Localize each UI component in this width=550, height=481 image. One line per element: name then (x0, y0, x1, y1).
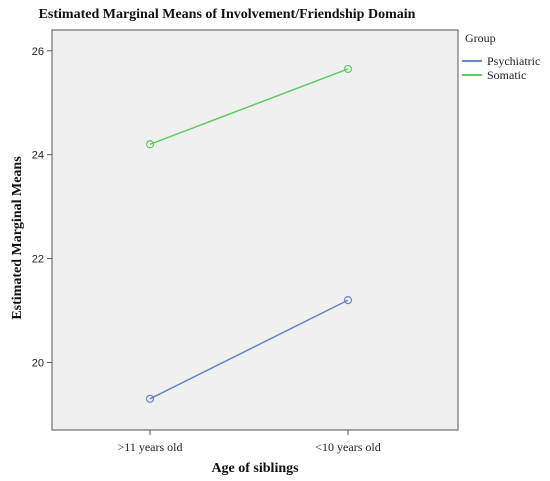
y-tick-label: 22 (32, 254, 44, 266)
data-point (145, 140, 155, 149)
legend-label: Psychiatric (487, 54, 540, 68)
plot-area (51, 29, 459, 431)
y-axis: 20 22 24 26 (32, 46, 52, 369)
x-tick-label: >11 years old (118, 440, 183, 454)
legend-title: Group (465, 31, 496, 45)
x-axis-title: Age of siblings (211, 461, 299, 476)
y-axis-title: Estimated Marginal Means (10, 156, 25, 320)
series-layer (145, 64, 353, 403)
y-tick-label: 20 (32, 357, 44, 369)
x-tick-label: <10 years old (315, 440, 380, 454)
series-line-somatic (149, 68, 349, 145)
series-line-psychiatric (149, 299, 349, 400)
data-point (343, 296, 353, 305)
x-axis: >11 years old <10 years old (118, 430, 381, 454)
legend-label: Somatic (487, 68, 526, 82)
data-point (343, 64, 353, 74)
y-tick-label: 26 (32, 46, 44, 58)
data-point (145, 394, 155, 403)
y-tick-label: 24 (32, 150, 44, 162)
chart-title: Estimated Marginal Means of Involvement/… (39, 7, 416, 22)
